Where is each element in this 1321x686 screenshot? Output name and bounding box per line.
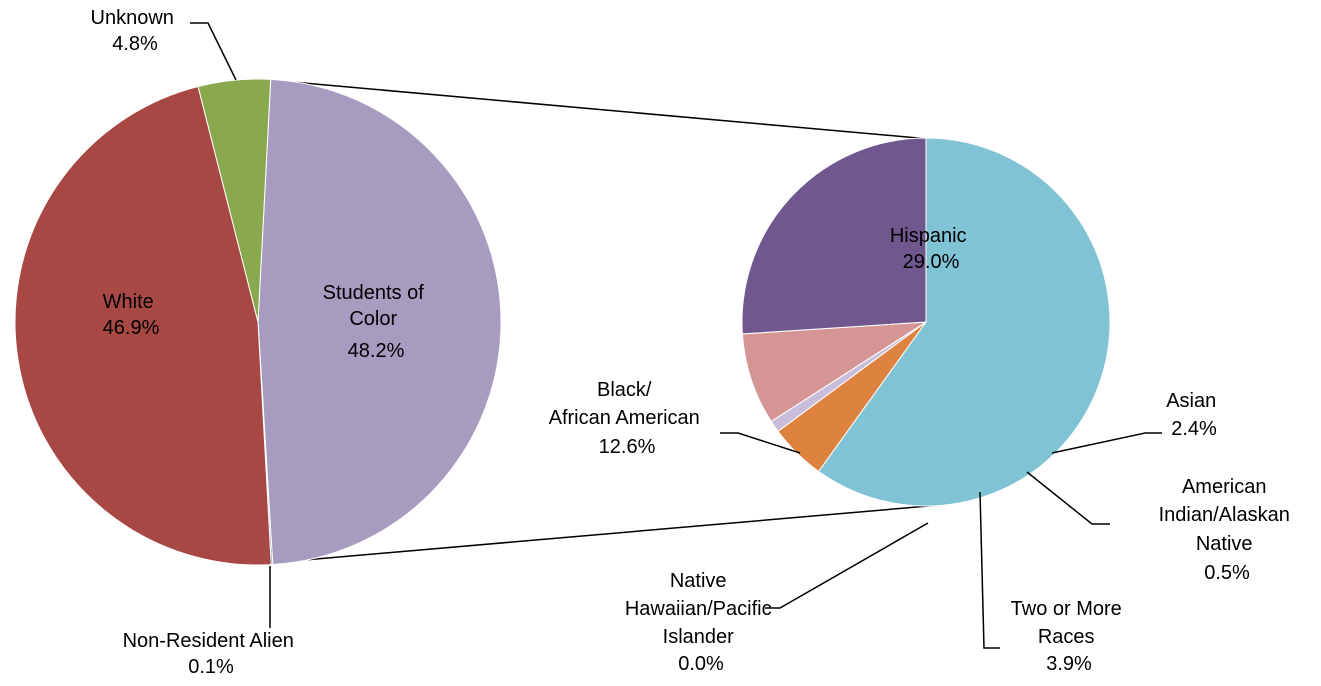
leader-line-american-indian — [1026, 471, 1110, 525]
leader-line-black — [720, 432, 801, 454]
label-unknown: Unknown 4.8% — [91, 7, 180, 55]
pie-slice-hispanic — [817, 137, 1111, 507]
leader-line-two-or-more — [979, 491, 1000, 649]
leader-line-asian — [1051, 432, 1162, 454]
label-native-hawaiian-pacific-islander: Native Hawaiian/Pacific Islander 0.0% — [625, 570, 777, 675]
connector-line-top — [269, 79, 941, 141]
secondary-pie — [741, 137, 1111, 507]
label-asian: Asian 2.4% — [1166, 390, 1222, 440]
pie-slice-unknown — [197, 78, 272, 323]
label-black-african-american: Black/ African American 12.6% — [549, 379, 706, 458]
label-students-of-color: Students of Color 48.2% — [323, 282, 430, 362]
pie-slice-two-or-more-races — [741, 321, 928, 423]
data-labels: Unknown 4.8% White 46.9% Students of Col… — [91, 7, 1296, 678]
pie-slice-white — [14, 85, 272, 566]
connector-line-bottom — [269, 504, 941, 564]
leader-lines — [190, 22, 1162, 649]
connector-lines — [269, 79, 941, 564]
leader-line-unknown — [190, 22, 237, 81]
label-american-indian-alaskan-native: American Indian/Alaskan Native 0.5% — [1159, 476, 1296, 584]
label-two-or-more-races: Two or More Races 3.9% — [1011, 598, 1128, 675]
pie-slice-students-of-color — [257, 78, 502, 566]
pie-slice-black-african-american — [741, 137, 927, 335]
primary-pie — [14, 78, 502, 566]
leader-line-native-hawaiian — [765, 522, 929, 609]
label-non-resident-alien: Non-Resident Alien 0.1% — [123, 630, 300, 678]
label-hispanic: Hispanic 29.0% — [890, 225, 972, 273]
label-white: White 46.9% — [103, 291, 160, 339]
